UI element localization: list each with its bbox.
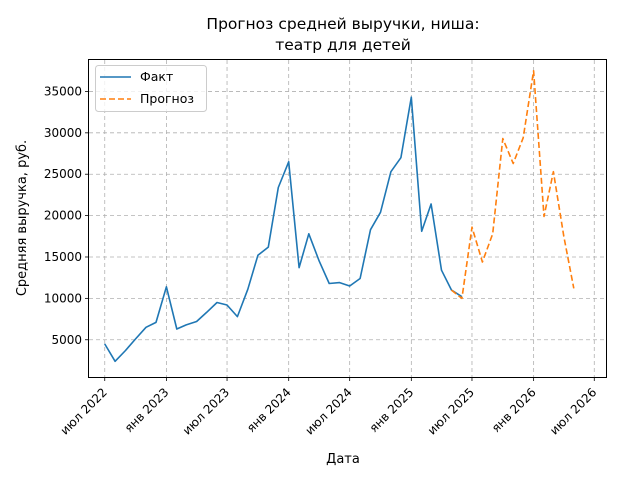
y-tick-label: 35000 bbox=[44, 84, 82, 98]
legend-label-forecast: Прогноз bbox=[140, 91, 194, 106]
y-tick-label: 30000 bbox=[44, 126, 82, 140]
legend-label-fact: Факт bbox=[140, 69, 173, 84]
y-tick-label: 20000 bbox=[44, 209, 82, 223]
y-tick-label: 15000 bbox=[44, 250, 82, 264]
y-tick-label: 5000 bbox=[51, 333, 82, 347]
chart-title-line2: театр для детей bbox=[275, 36, 411, 54]
x-axis-label: Дата bbox=[326, 452, 360, 467]
series-layer bbox=[104, 70, 575, 363]
y-axis-label: Средняя выручка, руб. bbox=[15, 140, 30, 296]
y-tick-label: 25000 bbox=[44, 167, 82, 181]
plot-frame bbox=[88, 59, 607, 378]
series-line-forecast bbox=[451, 70, 575, 300]
y-tick-label: 10000 bbox=[44, 291, 82, 305]
chart-title-line1: Прогноз средней выручки, ниша: bbox=[206, 15, 479, 33]
series-line-fact bbox=[104, 96, 463, 363]
y-axis: 5000 10000 15000 20000 25000 30000 35000 bbox=[44, 84, 89, 347]
legend: Факт Прогноз bbox=[95, 65, 207, 112]
